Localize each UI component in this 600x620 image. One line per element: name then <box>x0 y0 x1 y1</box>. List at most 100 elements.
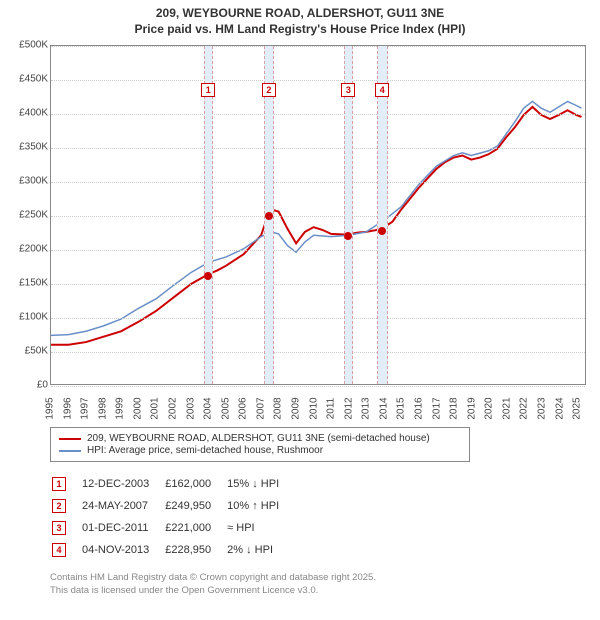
gridline <box>51 216 585 217</box>
sale-marker: 1 <box>201 83 215 97</box>
legend-item: 209, WEYBOURNE ROAD, ALDERSHOT, GU11 3NE… <box>59 433 461 444</box>
sale-marker: 4 <box>375 83 389 97</box>
gridline <box>51 46 585 47</box>
x-tick-label: 2007 <box>255 394 266 424</box>
sale-vs-hpi: ≈ HPI <box>227 518 293 538</box>
sale-price: £249,950 <box>165 496 225 516</box>
footer-attribution: Contains HM Land Registry data © Crown c… <box>50 572 600 597</box>
gridline <box>51 80 585 81</box>
gridline <box>51 284 585 285</box>
x-tick-label: 2006 <box>238 394 249 424</box>
y-tick-label: £100K <box>10 312 48 323</box>
x-tick-label: 2024 <box>554 394 565 424</box>
y-tick-label: £50K <box>10 346 48 357</box>
y-tick-label: £400K <box>10 108 48 119</box>
legend-swatch <box>59 450 81 452</box>
gridline <box>51 352 585 353</box>
sale-date: 04-NOV-2013 <box>82 540 163 560</box>
x-tick-label: 2016 <box>414 394 425 424</box>
x-tick-label: 1998 <box>97 394 108 424</box>
sales-table: 1 12-DEC-2003£162,00015% ↓ HPI 2 24-MAY-200… <box>50 472 295 562</box>
x-tick-label: 2023 <box>537 394 548 424</box>
sale-point <box>265 212 273 220</box>
gridline <box>51 182 585 183</box>
chart: 1 2 3 4 £0 £50K £100K £150K £200K £250K £300K £350… <box>10 39 592 419</box>
sale-marker-ref: 4 <box>52 543 66 557</box>
title-line1: 209, WEYBOURNE ROAD, ALDERSHOT, GU11 3NE <box>0 6 600 22</box>
legend-item: HPI: Average price, semi-detached house,… <box>59 445 461 456</box>
legend-label: 209, WEYBOURNE ROAD, ALDERSHOT, GU11 3NE… <box>87 433 430 444</box>
sale-date: 01-DEC-2011 <box>82 518 163 538</box>
sale-marker: 3 <box>341 83 355 97</box>
x-tick-label: 2001 <box>150 394 161 424</box>
x-tick-label: 2021 <box>501 394 512 424</box>
x-tick-label: 2017 <box>431 394 442 424</box>
x-tick-label: 2011 <box>326 394 337 424</box>
sale-point <box>378 227 386 235</box>
legend-swatch <box>59 438 81 440</box>
sale-marker-ref: 3 <box>52 521 66 535</box>
x-tick-label: 2002 <box>168 394 179 424</box>
x-tick-label: 2015 <box>396 394 407 424</box>
x-tick-label: 2019 <box>466 394 477 424</box>
series-line <box>51 102 581 336</box>
y-tick-label: £350K <box>10 142 48 153</box>
table-row: 4 04-NOV-2013£228,9502% ↓ HPI <box>52 540 293 560</box>
sale-point <box>344 232 352 240</box>
sale-vs-hpi: 10% ↑ HPI <box>227 496 293 516</box>
x-tick-label: 1996 <box>62 394 73 424</box>
y-tick-label: £150K <box>10 278 48 289</box>
x-tick-label: 2013 <box>361 394 372 424</box>
x-tick-label: 1997 <box>80 394 91 424</box>
sale-date: 12-DEC-2003 <box>82 474 163 494</box>
sale-vs-hpi: 15% ↓ HPI <box>227 474 293 494</box>
legend: 209, WEYBOURNE ROAD, ALDERSHOT, GU11 3NE… <box>50 427 470 462</box>
x-tick-label: 2025 <box>572 394 583 424</box>
plot-area: 1 2 3 4 <box>50 45 586 385</box>
x-tick-label: 2018 <box>449 394 460 424</box>
table-row: 1 12-DEC-2003£162,00015% ↓ HPI <box>52 474 293 494</box>
y-tick-label: £0 <box>10 380 48 391</box>
sale-price: £162,000 <box>165 474 225 494</box>
footer-line2: This data is licensed under the Open Gov… <box>50 585 600 597</box>
series-line <box>51 107 581 345</box>
table-row: 3 01-DEC-2011£221,000≈ HPI <box>52 518 293 538</box>
x-tick-label: 2014 <box>378 394 389 424</box>
gridline <box>51 250 585 251</box>
x-tick-label: 1999 <box>115 394 126 424</box>
x-tick-label: 2010 <box>308 394 319 424</box>
gridline <box>51 114 585 115</box>
gridline <box>51 148 585 149</box>
sale-vs-hpi: 2% ↓ HPI <box>227 540 293 560</box>
x-tick-label: 2022 <box>519 394 530 424</box>
sale-point <box>204 272 212 280</box>
sale-marker: 2 <box>262 83 276 97</box>
legend-label: HPI: Average price, semi-detached house,… <box>87 445 323 456</box>
y-tick-label: £450K <box>10 74 48 85</box>
x-tick-label: 2004 <box>203 394 214 424</box>
x-tick-label: 2012 <box>343 394 354 424</box>
x-tick-label: 2003 <box>185 394 196 424</box>
sale-price: £228,950 <box>165 540 225 560</box>
line-series-svg <box>51 46 585 384</box>
title-line2: Price paid vs. HM Land Registry's House … <box>0 22 600 38</box>
x-tick-label: 2005 <box>220 394 231 424</box>
gridline <box>51 318 585 319</box>
y-tick-label: £300K <box>10 176 48 187</box>
x-tick-label: 2020 <box>484 394 495 424</box>
y-tick-label: £250K <box>10 210 48 221</box>
chart-title: 209, WEYBOURNE ROAD, ALDERSHOT, GU11 3NE… <box>0 0 600 39</box>
gridline <box>51 386 585 387</box>
y-tick-label: £500K <box>10 40 48 51</box>
x-tick-label: 2008 <box>273 394 284 424</box>
sale-marker-ref: 2 <box>52 499 66 513</box>
y-tick-label: £200K <box>10 244 48 255</box>
x-tick-label: 2000 <box>132 394 143 424</box>
sale-date: 24-MAY-2007 <box>82 496 163 516</box>
sale-price: £221,000 <box>165 518 225 538</box>
x-tick-label: 2009 <box>291 394 302 424</box>
sale-marker-ref: 1 <box>52 477 66 491</box>
x-tick-label: 1995 <box>45 394 56 424</box>
table-row: 2 24-MAY-2007£249,95010% ↑ HPI <box>52 496 293 516</box>
footer-line1: Contains HM Land Registry data © Crown c… <box>50 572 600 584</box>
